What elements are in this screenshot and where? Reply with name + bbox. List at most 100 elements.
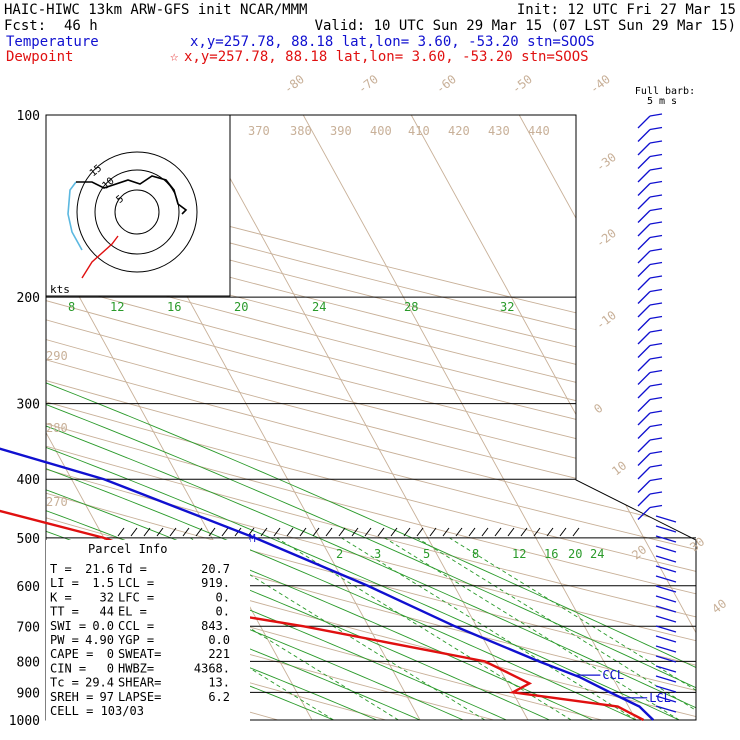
mixing-ratio-label: 16 [544, 547, 558, 561]
wind-barb-staff [637, 345, 651, 358]
wind-barb-staff [655, 695, 677, 703]
wind-barb-staff [637, 264, 651, 277]
wind-barb-flag [649, 221, 663, 225]
hatch-mark [364, 527, 372, 537]
wind-barb-staff [637, 115, 651, 129]
mixing-ratio-label: 32 [500, 300, 514, 314]
wind-barb-staff [655, 555, 677, 563]
hatch-mark [481, 527, 489, 537]
parcel-value: 843. [201, 619, 230, 633]
model-title: HAIC-HIWC 13km ARW-GFS init NCAR/MMM [4, 2, 307, 18]
isotherm-label: -30 [593, 150, 619, 174]
mixing-ratio-label: 24 [590, 547, 604, 561]
parcel-key: CAPE = [50, 647, 93, 661]
hatch-mark [572, 527, 580, 537]
wind-barb-flag [649, 180, 663, 185]
wind-barb-staff [655, 625, 677, 633]
wind-barb-staff [637, 169, 651, 183]
dry-adiabat-line [46, 115, 696, 720]
wind-barb-staff [637, 493, 651, 507]
parcel-key: TT = [50, 605, 79, 619]
parcel-value: 0 [107, 647, 114, 661]
pressure-label: 600 [17, 580, 40, 595]
pressure-label: 1000 [9, 714, 40, 729]
parcel-key: CCL = [118, 619, 154, 633]
mixing-ratio-label: 20 [234, 300, 248, 314]
parcel-value: 13. [208, 676, 230, 690]
hodograph-unit: kts [50, 283, 70, 296]
isotherm-label: -40 [587, 72, 613, 96]
isotherm-label: 10 [609, 458, 629, 478]
moist-adiabat-line [46, 221, 696, 720]
parcel-key: YGP = [118, 633, 154, 647]
dewpoint-star-icon: ☆ [170, 49, 179, 65]
dry-adiabat-line [46, 115, 696, 720]
isotherm-label: -80 [281, 72, 307, 96]
wind-barb-staff [655, 605, 677, 613]
wind-barb-flag [649, 504, 663, 509]
dry-adiabat-line [46, 115, 696, 720]
hatch-mark [312, 527, 320, 537]
hatch-mark [507, 527, 515, 537]
wind-barb-staff [637, 466, 651, 480]
parcel-key: PW = [50, 633, 79, 647]
wind-barb-staff [655, 675, 677, 683]
temperature-profile [0, 447, 655, 721]
mixing-ratio-label: 8 [472, 547, 479, 561]
melting-level-marker: M [249, 532, 256, 545]
dry-adiabat-line [46, 115, 696, 720]
wind-barb-flag [649, 369, 663, 374]
hatch-mark [351, 527, 359, 537]
mixing-ratio-label: 2 [336, 547, 343, 561]
moist-adiabat-line [46, 221, 637, 720]
isotherm-label: -20 [593, 226, 619, 250]
wind-barb-staff [655, 635, 677, 643]
wind-barb-staff [637, 223, 651, 237]
barb-unit: 5 m s [647, 96, 677, 107]
mixing-ratio-label: 24 [312, 300, 326, 314]
temperature-location: x,y=257.78, 88.18 lat,lon= 3.60, -53.20 … [190, 34, 595, 50]
hatch-mark [546, 527, 554, 537]
dewpoint-location: x,y=257.78, 88.18 lat,lon= 3.60, -53.20 … [184, 49, 589, 65]
dry-adiabat-line [46, 115, 696, 720]
temperature-legend: Temperature [6, 34, 99, 50]
pressure-label: 100 [17, 109, 40, 124]
wind-barb-staff [655, 705, 677, 713]
wind-barb-staff [637, 412, 651, 426]
isotherm-label: -10 [593, 308, 619, 332]
isotherm-label: -50 [509, 72, 535, 96]
parcel-value: 44 [100, 605, 114, 619]
hatch-mark [182, 527, 190, 537]
parcel-value: 20.7 [201, 562, 230, 576]
wind-barb-staff [637, 237, 651, 250]
dry-adiabat-line [46, 115, 696, 720]
mixing-ratio-label: 12 [110, 300, 124, 314]
wind-barb-staff [637, 439, 651, 453]
hodograph-trace-low [81, 235, 119, 279]
mixing-ratio-label: 12 [512, 547, 526, 561]
mixing-ratio-label: 3 [374, 547, 381, 561]
hatch-mark [117, 527, 125, 537]
parcel-value: 221 [208, 647, 230, 661]
mixing-ratio-label: 16 [167, 300, 181, 314]
hatch-mark [169, 527, 177, 537]
wind-barb-flag [649, 491, 663, 495]
parcel-value: 4368. [194, 661, 230, 675]
isotherm-line [302, 115, 637, 720]
wind-barb-staff [655, 655, 677, 663]
parcel-value: 0. [216, 590, 230, 604]
wind-barb-staff [655, 645, 677, 653]
hatch-mark [286, 527, 294, 537]
mixing-ratio-line [449, 537, 696, 720]
wind-barb-flag [649, 275, 663, 279]
hodograph-ring [94, 169, 180, 255]
dry-adiabat-line [46, 115, 696, 720]
wind-barb-staff [637, 250, 651, 264]
theta-label: 380 [290, 124, 312, 138]
wind-barbs [637, 113, 677, 713]
hatch-mark [442, 527, 450, 537]
hatch-mark [143, 527, 151, 537]
wind-barb-staff [637, 372, 651, 385]
hatch-mark [559, 527, 567, 537]
